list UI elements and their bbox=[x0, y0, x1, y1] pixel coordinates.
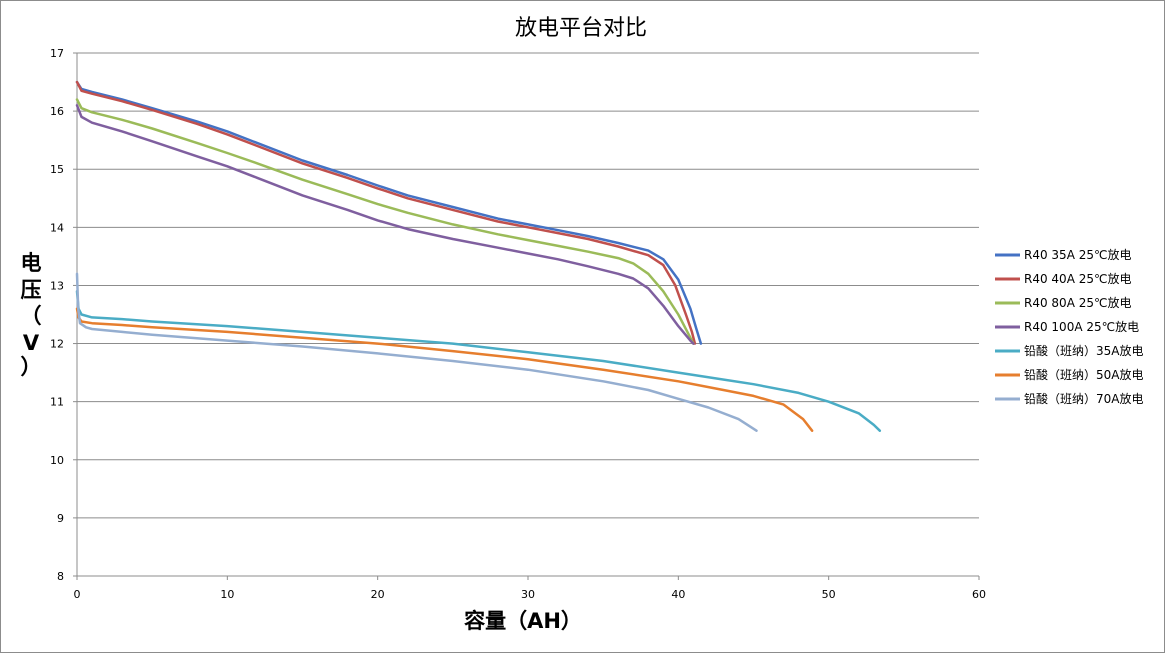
series-line-1 bbox=[75, 80, 703, 345]
legend-label: R40 80A 25℃放电 bbox=[1024, 295, 1131, 310]
x-tick-label: 10 bbox=[220, 588, 234, 601]
series-line-5 bbox=[75, 290, 882, 432]
y-tick-label: 12 bbox=[50, 338, 64, 351]
legend-label: R40 100A 25℃放电 bbox=[1024, 319, 1139, 334]
legend-label: 铅酸（班纳）50A放电 bbox=[1024, 367, 1143, 382]
y-tick-label: 14 bbox=[50, 221, 64, 234]
x-tick-label: 60 bbox=[972, 588, 986, 601]
y-axis-title-char: 电 bbox=[21, 251, 42, 275]
series-line-6 bbox=[75, 307, 814, 432]
legend-label: R40 35A 25℃放电 bbox=[1024, 247, 1131, 262]
y-tick-label: 13 bbox=[50, 279, 64, 292]
legend: R40 35A 25℃放电 R40 40A 25℃放电 R40 80A 25℃放电 R… bbox=[995, 247, 1143, 406]
x-tick-labels: 0 10 20 30 40 50 60 bbox=[74, 588, 987, 601]
y-tick-label: 10 bbox=[50, 454, 64, 467]
series-line-4 bbox=[75, 104, 695, 345]
y-tick-label: 8 bbox=[57, 570, 64, 583]
chart-title: 放电平台对比 bbox=[515, 16, 647, 41]
y-axis-title: 电 压 （ V ） bbox=[21, 251, 42, 379]
y-axis-title-char: ） bbox=[21, 355, 42, 379]
series-line-2 bbox=[75, 80, 697, 345]
legend-label: 铅酸（班纳）35A放电 bbox=[1024, 343, 1143, 358]
axes bbox=[73, 52, 980, 580]
x-tick-label: 40 bbox=[671, 588, 685, 601]
y-tick-label: 15 bbox=[50, 163, 64, 176]
y-tick-label: 9 bbox=[57, 512, 64, 525]
y-axis-title-char: 压 bbox=[21, 278, 42, 302]
x-tick-label: 20 bbox=[371, 588, 385, 601]
series-lines bbox=[75, 80, 882, 432]
y-axis-title-char: V bbox=[23, 331, 40, 355]
y-tick-label: 16 bbox=[50, 105, 64, 118]
y-tick-label: 11 bbox=[50, 396, 64, 409]
y-tick-label: 17 bbox=[50, 47, 64, 60]
series-line-3 bbox=[75, 98, 695, 345]
x-tick-label: 30 bbox=[521, 588, 535, 601]
x-tick-label: 0 bbox=[74, 588, 81, 601]
gridlines bbox=[77, 52, 979, 519]
y-axis-title-char: （ bbox=[21, 304, 42, 328]
legend-label: R40 40A 25℃放电 bbox=[1024, 271, 1131, 286]
y-tick-labels: 8 9 10 11 12 13 14 15 16 17 bbox=[50, 47, 64, 583]
x-tick-label: 50 bbox=[822, 588, 836, 601]
series-line-7 bbox=[75, 272, 758, 432]
x-axis-title: 容量（AH） bbox=[464, 609, 582, 633]
legend-label: 铅酸（班纳）70A放电 bbox=[1024, 391, 1143, 406]
